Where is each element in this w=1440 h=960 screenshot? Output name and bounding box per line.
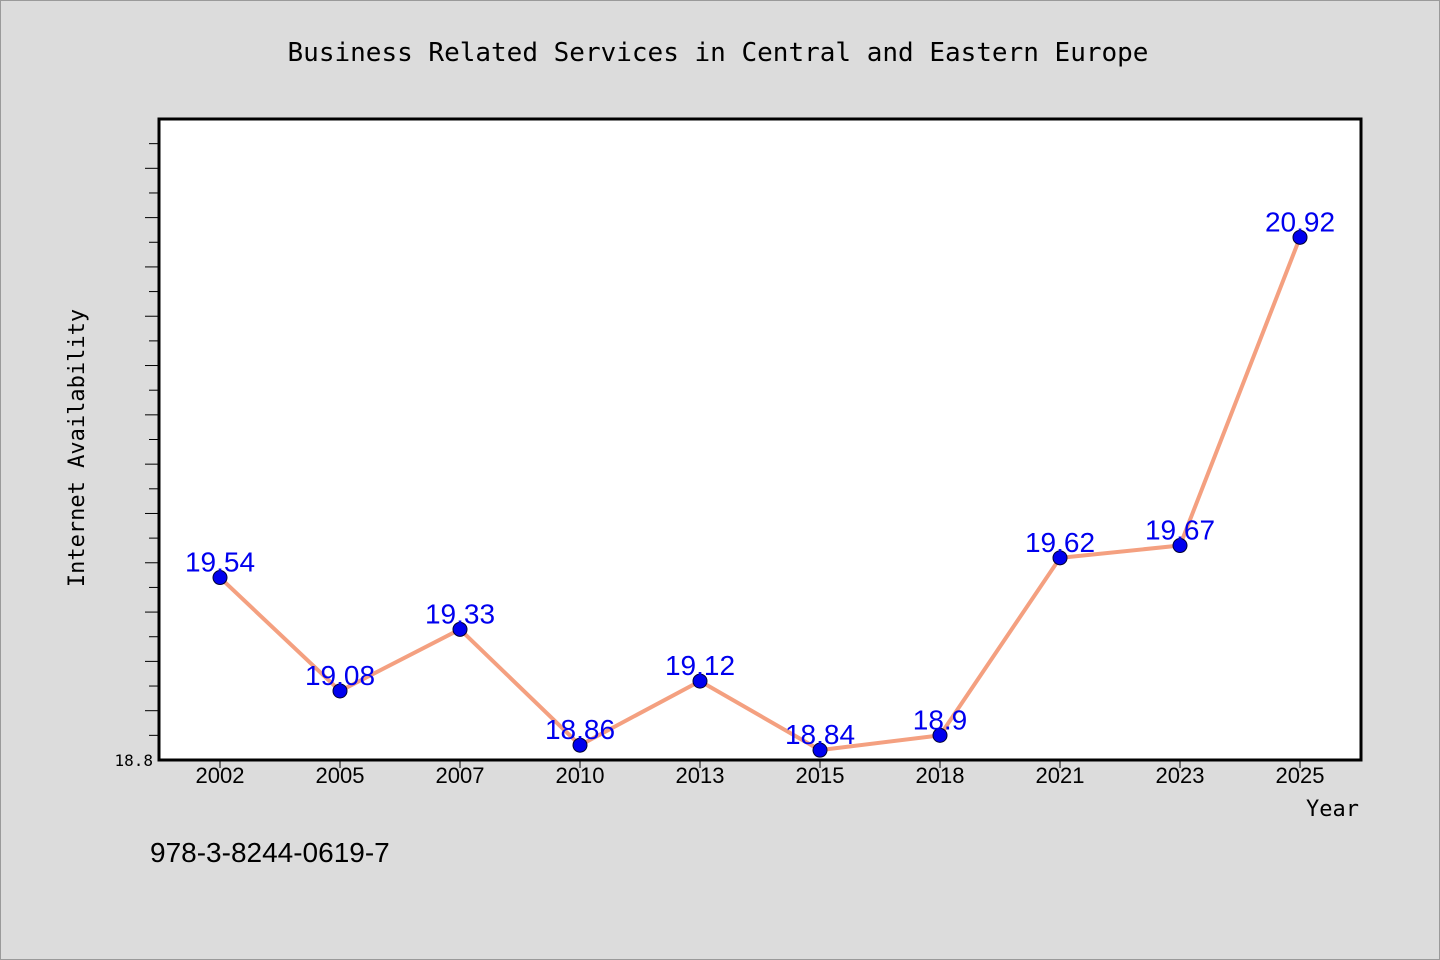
data-label: 19.54 <box>185 547 255 578</box>
x-tick-label: 2023 <box>1156 763 1205 788</box>
x-axis-title: Year <box>1306 797 1359 822</box>
data-point-marker <box>452 621 468 637</box>
x-tick-label: 2021 <box>1036 763 1085 788</box>
data-label: 19.67 <box>1145 515 1215 546</box>
data-labels: 19.54 19.08 19.33 18.86 19.12 18.84 18.9 19.62 1… <box>185 206 1335 750</box>
data-label: 18.86 <box>545 714 615 745</box>
data-label: 20.92 <box>1265 206 1335 237</box>
data-point-marker <box>1292 229 1308 245</box>
data-label: 18.84 <box>785 719 855 750</box>
x-tick-label: 2007 <box>436 763 485 788</box>
x-tick-label: 2015 <box>796 763 845 788</box>
chart-title: Business Related Services in Central and… <box>288 38 1149 68</box>
data-point-marker <box>1172 538 1188 554</box>
data-label: 19.08 <box>305 660 375 691</box>
plot-area <box>157 117 1363 762</box>
data-point-marker <box>572 737 588 753</box>
data-point-marker <box>332 683 348 699</box>
x-tick-label: 2025 <box>1276 763 1325 788</box>
isbn-text: 978-3-8244-0619-7 <box>150 837 390 868</box>
series-line <box>218 236 1302 753</box>
x-tick-label: 2005 <box>316 763 365 788</box>
x-tick-label: 2018 <box>916 763 965 788</box>
data-markers <box>212 229 1308 758</box>
y-axis-min-label: 18.8 <box>114 751 153 770</box>
x-tick-label: 2013 <box>676 763 725 788</box>
x-axis-ticks <box>219 760 1301 768</box>
data-label: 19.62 <box>1025 527 1095 558</box>
data-label: 18.9 <box>913 704 968 735</box>
y-axis-ticks <box>145 143 159 736</box>
data-point-marker <box>812 742 828 758</box>
y-axis-title: Internet Availability <box>65 309 90 587</box>
data-point-marker <box>1052 550 1068 566</box>
data-label: 19.33 <box>425 598 495 629</box>
x-tick-labels: 2002 2005 2007 2010 2013 2015 2018 2021 2023 2025 <box>196 763 1325 788</box>
x-tick-label: 2002 <box>196 763 245 788</box>
data-point-marker <box>692 673 708 689</box>
data-point-marker <box>212 570 228 586</box>
data-point-marker <box>932 727 948 743</box>
x-tick-label: 2010 <box>556 763 605 788</box>
data-label: 19.12 <box>665 650 735 681</box>
